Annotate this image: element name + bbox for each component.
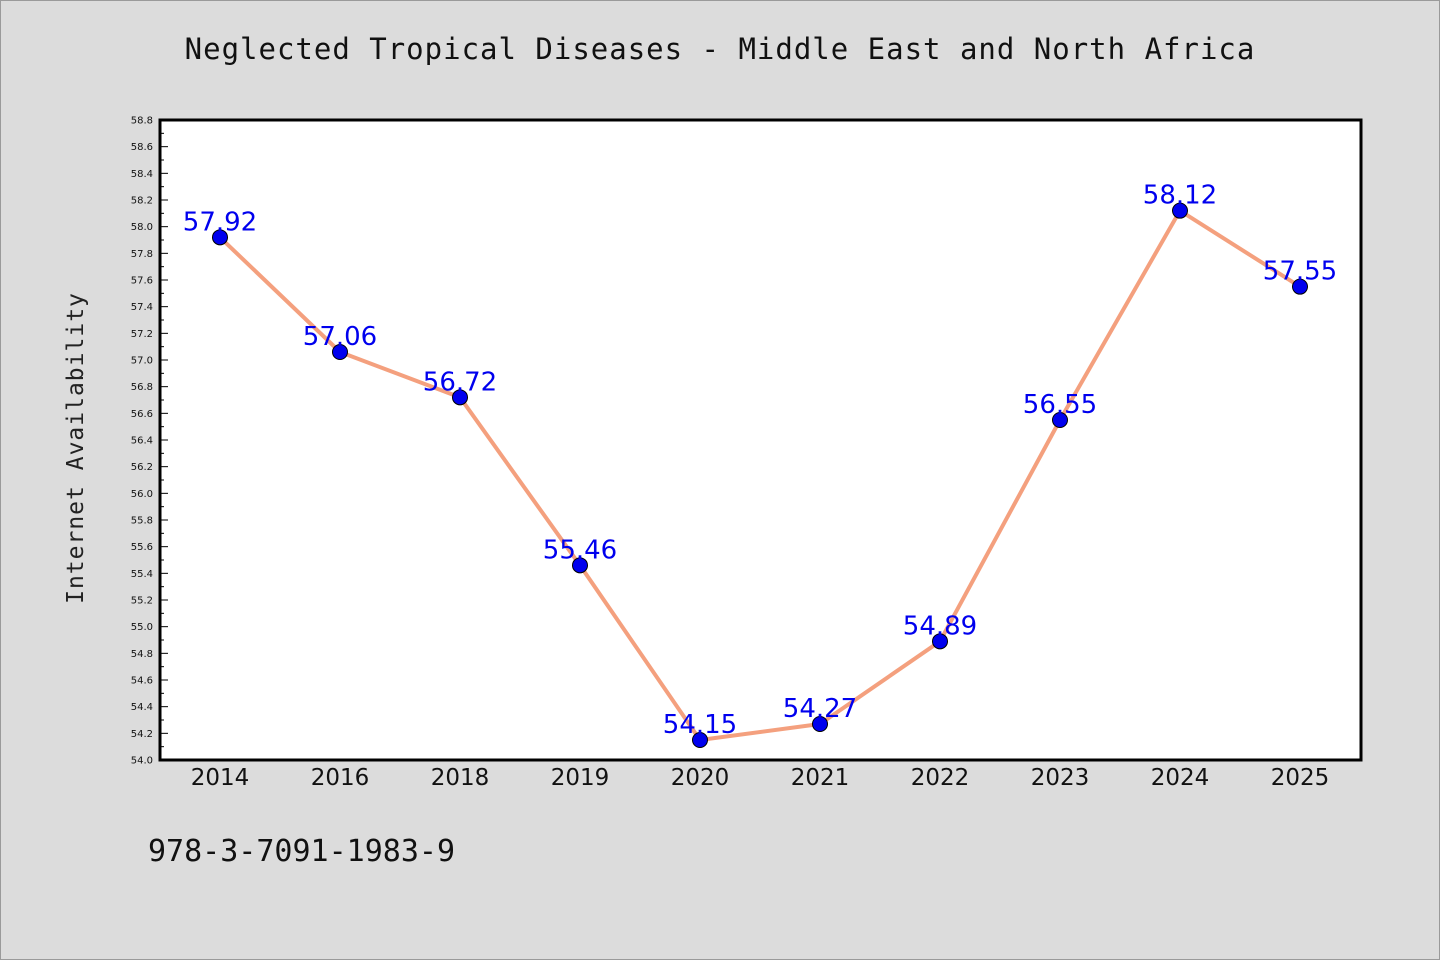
data-label: 55.46 [543, 535, 617, 565]
x-tick-label: 2023 [1031, 765, 1090, 791]
y-tick-label: 57.2 [131, 329, 153, 340]
data-point [1172, 202, 1188, 219]
x-tick-label: 2024 [1151, 765, 1210, 791]
y-tick-label: 54.4 [131, 702, 153, 713]
x-tick-label: 2022 [911, 765, 970, 791]
data-point [1052, 412, 1068, 428]
x-tick-label: 2016 [311, 765, 370, 791]
y-tick-label: 57.4 [131, 302, 153, 313]
x-tick-label: 2025 [1271, 765, 1330, 791]
data-label: 57.92 [183, 207, 257, 237]
plot-area [160, 120, 1361, 760]
y-tick-label: 55.2 [131, 596, 153, 607]
y-tick-label: 58.0 [131, 222, 153, 233]
y-tick-label: 56.8 [131, 382, 153, 393]
series-line [218, 208, 1302, 742]
data-point [332, 344, 348, 360]
y-tick-label: 54.0 [131, 756, 153, 767]
y-tick-label: 58.6 [131, 142, 153, 153]
data-label: 57.06 [303, 322, 377, 352]
y-tick-label: 56.4 [131, 436, 153, 447]
y-tick-label: 54.2 [131, 729, 153, 740]
y-tick-label: 56.0 [131, 489, 153, 500]
y-tick-label: 57.8 [131, 249, 153, 260]
data-label: 54.89 [903, 611, 977, 641]
data-label: 56.55 [1023, 390, 1097, 420]
y-tick-label: 54.6 [131, 676, 153, 687]
data-label: 57.55 [1263, 257, 1337, 287]
y-tick-label: 56.2 [131, 462, 153, 473]
x-tick-label: 2019 [551, 765, 610, 791]
plot-border [158, 118, 1363, 762]
x-tick-label: 2021 [791, 765, 850, 791]
chart-title: Neglected Tropical Diseases - Middle Eas… [184, 32, 1256, 66]
y-tick-label: 55.4 [131, 569, 153, 580]
x-tick-label: 2018 [431, 765, 490, 791]
data-point [572, 557, 588, 574]
isbn-code: 978-3-7091-1983-9 [148, 834, 456, 869]
data-label: 58.12 [1143, 181, 1217, 211]
data-point [452, 389, 468, 406]
data-point [812, 716, 828, 732]
y-tick-label: 55.0 [131, 622, 153, 633]
x-tick-label: 2014 [191, 765, 250, 791]
data-point [692, 732, 708, 748]
y-tick-label: 58.2 [131, 196, 153, 207]
data-point [932, 633, 948, 650]
y-tick-label: 57.6 [131, 276, 153, 287]
data-label: 54.27 [783, 694, 857, 724]
y-tick-label: 58.4 [131, 169, 153, 180]
data-point [1292, 278, 1308, 295]
y-tick-label: 58.8 [131, 116, 153, 127]
y-tick-label: 57.0 [131, 356, 153, 367]
y-tick-label: 55.6 [131, 542, 153, 553]
y-tick-label: 55.8 [131, 516, 153, 527]
y-tick-label: 56.6 [131, 409, 153, 420]
data-point [212, 229, 228, 246]
data-label: 56.72 [423, 367, 497, 397]
data-label: 54.15 [663, 710, 737, 740]
x-tick-label: 2020 [671, 765, 730, 791]
y-tick-label: 54.8 [131, 649, 153, 660]
